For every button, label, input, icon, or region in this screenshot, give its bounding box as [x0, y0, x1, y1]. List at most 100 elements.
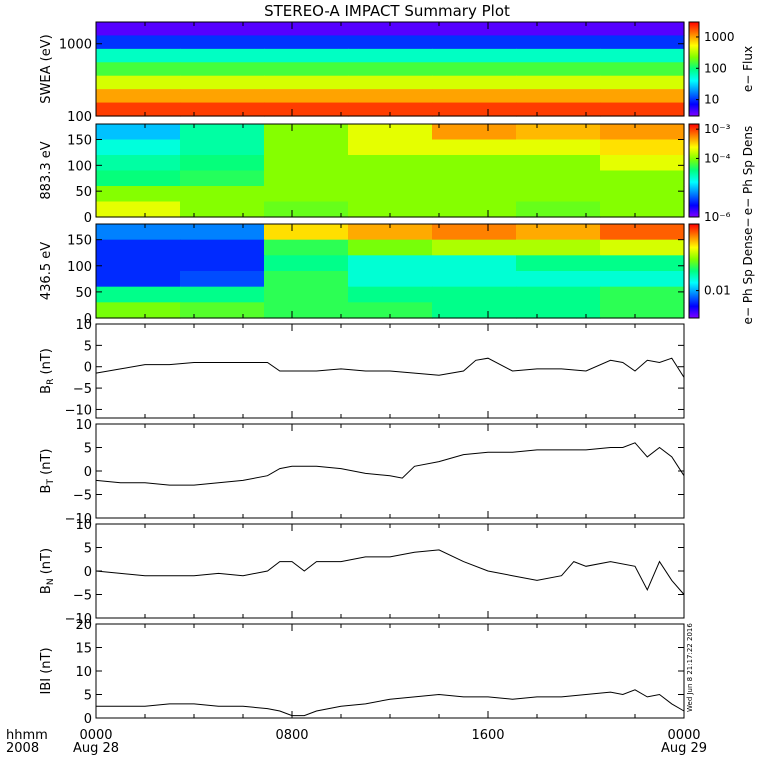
y-tick-label: 5: [84, 542, 92, 557]
heatmap-cell: [516, 89, 601, 104]
heatmap-cell: [600, 255, 685, 272]
colorbar: [688, 223, 700, 319]
heatmap-cell: [432, 35, 517, 50]
heatmap-cell: [180, 155, 265, 172]
panel-2: 10⁻⁶ 10⁻⁴ 10⁻³ e− Ph Sp Dens 0 50 100 150 883.3 …: [39, 122, 755, 226]
heatmap-cell: [348, 48, 433, 63]
y-tick-label: 10: [75, 665, 92, 680]
y-tick-label: 1000: [59, 38, 92, 53]
heatmap-cell: [348, 201, 433, 218]
heatmap-cell: [348, 302, 433, 319]
y-tick-label: −5: [73, 382, 92, 397]
start-date-label: Aug 28: [73, 741, 119, 756]
y-axis-label: SWEA (eV): [39, 34, 54, 103]
y-tick-label: 150: [67, 234, 92, 249]
heatmap-cell: [264, 155, 349, 172]
y-tick-label: 5: [84, 339, 92, 354]
y-axis-label: BR (nT): [39, 348, 56, 394]
heatmap-cell: [96, 62, 181, 77]
heatmap-cell: [96, 102, 181, 117]
series-line: [95, 357, 685, 378]
heatmap-cell: [600, 155, 685, 172]
heatmap-cell: [96, 224, 181, 241]
heatmap-cell: [600, 139, 685, 156]
heatmap-cell: [180, 239, 265, 256]
heatmap-cell: [96, 239, 181, 256]
heatmap-cell: [180, 48, 265, 63]
heatmap-cell: [600, 271, 685, 288]
plot-title: STEREO-A IMPACT Summary Plot: [264, 2, 510, 20]
heatmap-cell: [348, 286, 433, 303]
y-axis-label: BT (nT): [39, 449, 56, 494]
heatmap-cell: [432, 102, 517, 117]
colorbar-tick-label: 10: [704, 93, 719, 107]
heatmap-cell: [516, 124, 601, 141]
y-tick-label: 0: [84, 361, 92, 376]
heatmap-cell: [348, 35, 433, 50]
heatmap-cell: [432, 89, 517, 104]
heatmap-cell: [180, 186, 265, 203]
heatmap-cell: [348, 62, 433, 77]
heatmap-cell: [264, 75, 349, 90]
heatmap-cell: [516, 224, 601, 241]
heatmap-cell: [180, 201, 265, 218]
heatmap-cell: [600, 224, 685, 241]
heatmap-cell: [264, 239, 349, 256]
heatmap-cell: [600, 48, 685, 63]
colorbar-tick-label: 10⁻⁶: [704, 210, 731, 224]
heatmap-cell: [516, 271, 601, 288]
heatmap-cell: [432, 48, 517, 63]
heatmap-cell: [432, 139, 517, 156]
heatmap-cell: [264, 286, 349, 303]
heatmap-cell: [348, 186, 433, 203]
heatmap-cell: [432, 286, 517, 303]
heatmap-cell: [96, 89, 181, 104]
heatmap-cell: [348, 224, 433, 241]
plot-timestamp: Wed Jun 8 21:17:22 2016: [686, 623, 694, 712]
heatmap-cell: [264, 255, 349, 272]
heatmap-cell: [600, 239, 685, 256]
heatmap-cell: [516, 186, 601, 203]
series-line: [95, 442, 685, 486]
heatmap-cell: [96, 75, 181, 90]
series-line: [95, 549, 685, 595]
heatmap-cell: [432, 255, 517, 272]
heatmap-cell: [96, 155, 181, 172]
heatmap-cell: [348, 155, 433, 172]
y-tick-label: 10: [75, 418, 92, 433]
x-tick-label: 1600: [471, 728, 504, 743]
heatmap-cell: [264, 22, 349, 37]
heatmap-cell: [264, 62, 349, 77]
heatmap-cell: [348, 89, 433, 104]
heatmap-cell: [348, 271, 433, 288]
y-axis-label: BN (nT): [39, 548, 56, 594]
y-tick-label: 0: [84, 712, 92, 727]
panel-5: −10 −5 0 5 10 BT (nT): [39, 418, 685, 527]
heatmap-cell: [264, 302, 349, 319]
y-axis-label: 436.5 eV: [39, 242, 54, 300]
heatmap-cell: [432, 155, 517, 172]
heatmap-cell: [264, 224, 349, 241]
heatmap-cell: [96, 48, 181, 63]
colorbar-tick-label: 10⁻⁴: [704, 151, 731, 165]
heatmap-cell: [432, 271, 517, 288]
y-tick-label: 15: [75, 642, 92, 657]
colorbar-tick-label: 100: [704, 61, 727, 75]
y-tick-label: 0: [84, 565, 92, 580]
heatmap-cell: [96, 302, 181, 319]
heatmap-cell: [432, 75, 517, 90]
heatmap-cell: [264, 35, 349, 50]
colorbar: [688, 21, 700, 117]
colorbar-tick-label: 0.01: [704, 284, 731, 298]
heatmap-cell: [600, 201, 685, 218]
colorbar-label: e− Flux: [741, 46, 755, 92]
heatmap-cell: [180, 286, 265, 303]
y-axis-label: IBI (nT): [39, 647, 54, 694]
heatmap-cell: [516, 155, 601, 172]
heatmap-cell: [600, 89, 685, 104]
heatmap-cell: [516, 170, 601, 187]
heatmap-cell: [180, 75, 265, 90]
heatmap-cell: [432, 186, 517, 203]
heatmap-cell: [600, 35, 685, 50]
